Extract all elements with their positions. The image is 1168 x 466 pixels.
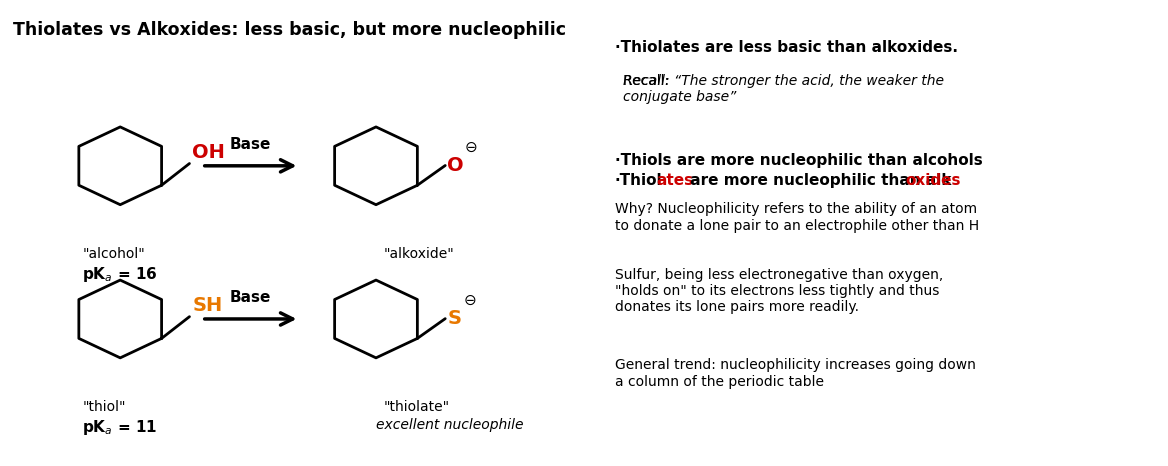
Text: General trend: nucleophilicity increases going down
a column of the periodic tab: General trend: nucleophilicity increases…	[614, 358, 975, 389]
Text: "alkoxide": "alkoxide"	[384, 247, 454, 261]
Text: Recall:: Recall:	[623, 74, 673, 88]
Text: excellent nucleophile: excellent nucleophile	[376, 418, 523, 432]
Text: Recall: “The stronger the acid, the weaker the
conjugate base”: Recall: “The stronger the acid, the weak…	[623, 74, 944, 104]
Text: Base: Base	[230, 290, 271, 305]
Text: OH: OH	[193, 143, 225, 162]
Text: ⊖: ⊖	[464, 140, 477, 155]
Text: Sulfur, being less electronegative than oxygen,
"holds on" to its electrons less: Sulfur, being less electronegative than …	[614, 267, 943, 314]
Text: S: S	[447, 309, 461, 328]
Text: O: O	[447, 156, 464, 175]
Text: "thiolate": "thiolate"	[384, 400, 450, 414]
Text: ·Thiol: ·Thiol	[614, 173, 662, 188]
Text: SH: SH	[193, 296, 223, 315]
Text: pK$_a$ = 16: pK$_a$ = 16	[83, 265, 158, 284]
Text: ates: ates	[656, 173, 694, 188]
Text: Base: Base	[230, 137, 271, 152]
Text: ·Thiols are more nucleophilic than alcohols: ·Thiols are more nucleophilic than alcoh…	[614, 153, 982, 168]
Text: are more nucleophilic than alk: are more nucleophilic than alk	[684, 173, 951, 188]
Text: "alcohol": "alcohol"	[83, 247, 145, 261]
Text: "thiol": "thiol"	[83, 400, 126, 414]
Text: oxides: oxides	[905, 173, 961, 188]
Text: ⊖: ⊖	[464, 294, 475, 308]
Text: Why? Nucleophilicity refers to the ability of an atom
to donate a lone pair to a: Why? Nucleophilicity refers to the abili…	[614, 202, 979, 233]
Text: Thiolates vs Alkoxides: less basic, but more nucleophilic: Thiolates vs Alkoxides: less basic, but …	[13, 21, 565, 39]
Text: ·Thiolates are less basic than alkoxides.: ·Thiolates are less basic than alkoxides…	[614, 41, 958, 55]
Text: pK$_a$ = 11: pK$_a$ = 11	[83, 418, 158, 437]
